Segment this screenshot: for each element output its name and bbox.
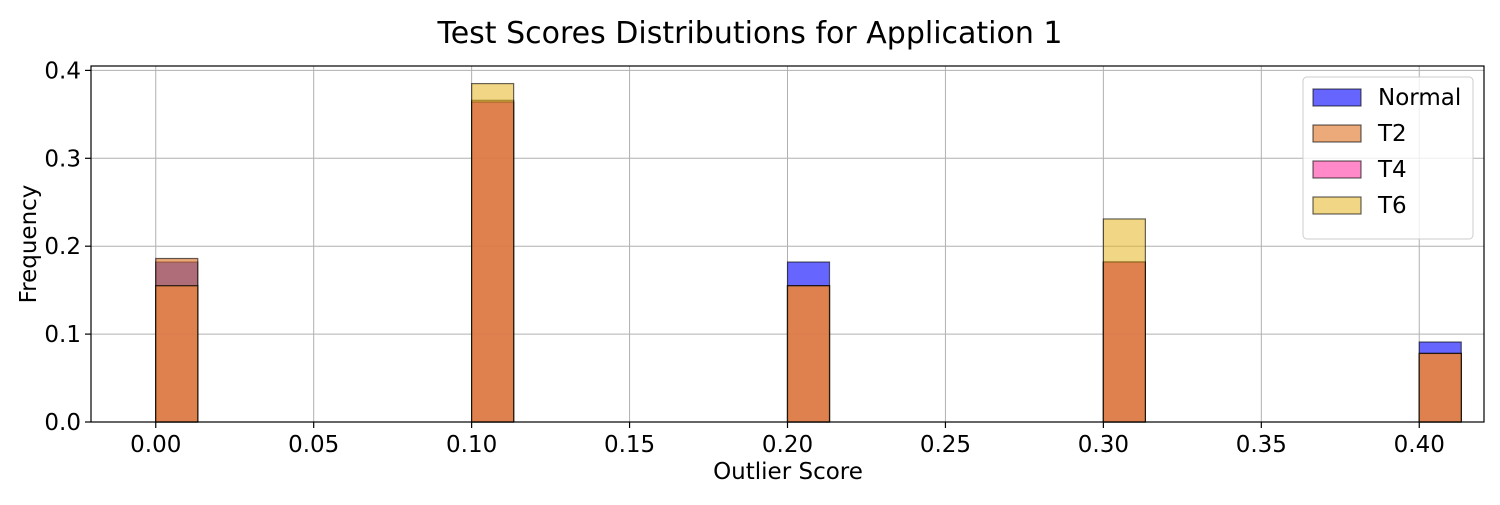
y-tick-label: 0.1 <box>44 322 81 348</box>
y-tick-label: 0.0 <box>44 410 81 436</box>
y-tick-label: 0.2 <box>44 234 81 260</box>
x-tick-label: 0.15 <box>604 432 655 458</box>
legend-item-t6: T6 <box>1312 193 1407 219</box>
x-tick-label: 0.00 <box>130 432 181 458</box>
x-tick-label: 0.25 <box>920 432 971 458</box>
x-tick-label: 0.20 <box>762 432 813 458</box>
legend-swatch <box>1312 160 1362 179</box>
chart-title: Test Scores Distributions for Applicatio… <box>436 16 1062 51</box>
series-t6-bars <box>155 82 1462 423</box>
x-tick-label: 0.05 <box>288 432 339 458</box>
bars <box>155 82 1462 423</box>
legend-item-normal: Normal <box>1312 85 1461 111</box>
legend: Normal T2 T4 T6 <box>1302 76 1474 240</box>
x-tick-label: 0.10 <box>446 432 497 458</box>
legend-label: T4 <box>1377 157 1407 183</box>
y-tick-label: 0.3 <box>44 146 81 172</box>
bar-t6 <box>155 285 199 423</box>
bar-t6 <box>471 82 515 423</box>
legend-swatch <box>1312 88 1362 107</box>
legend-item-t2: T2 <box>1312 121 1407 147</box>
y-axis-label: Frequency <box>16 185 42 304</box>
legend-swatch <box>1312 124 1362 143</box>
bar-t6 <box>1418 352 1462 423</box>
legend-label: Normal <box>1378 85 1461 111</box>
bar-t6 <box>1102 218 1146 423</box>
x-tick-label: 0.40 <box>1394 432 1445 458</box>
axis-ticks: 0.00 0.05 0.10 0.15 0.20 0.25 0.30 0.35 0.40 0.0 0… <box>44 58 1444 458</box>
y-tick-label: 0.4 <box>44 58 81 84</box>
legend-swatch <box>1312 196 1362 215</box>
x-axis-label: Outlier Score <box>713 459 863 485</box>
legend-label: T6 <box>1377 193 1407 219</box>
legend-label: T2 <box>1377 121 1407 147</box>
x-tick-label: 0.30 <box>1078 432 1129 458</box>
legend-item-t4: T4 <box>1312 157 1407 183</box>
bar-t6 <box>786 285 831 423</box>
x-tick-label: 0.35 <box>1236 432 1287 458</box>
